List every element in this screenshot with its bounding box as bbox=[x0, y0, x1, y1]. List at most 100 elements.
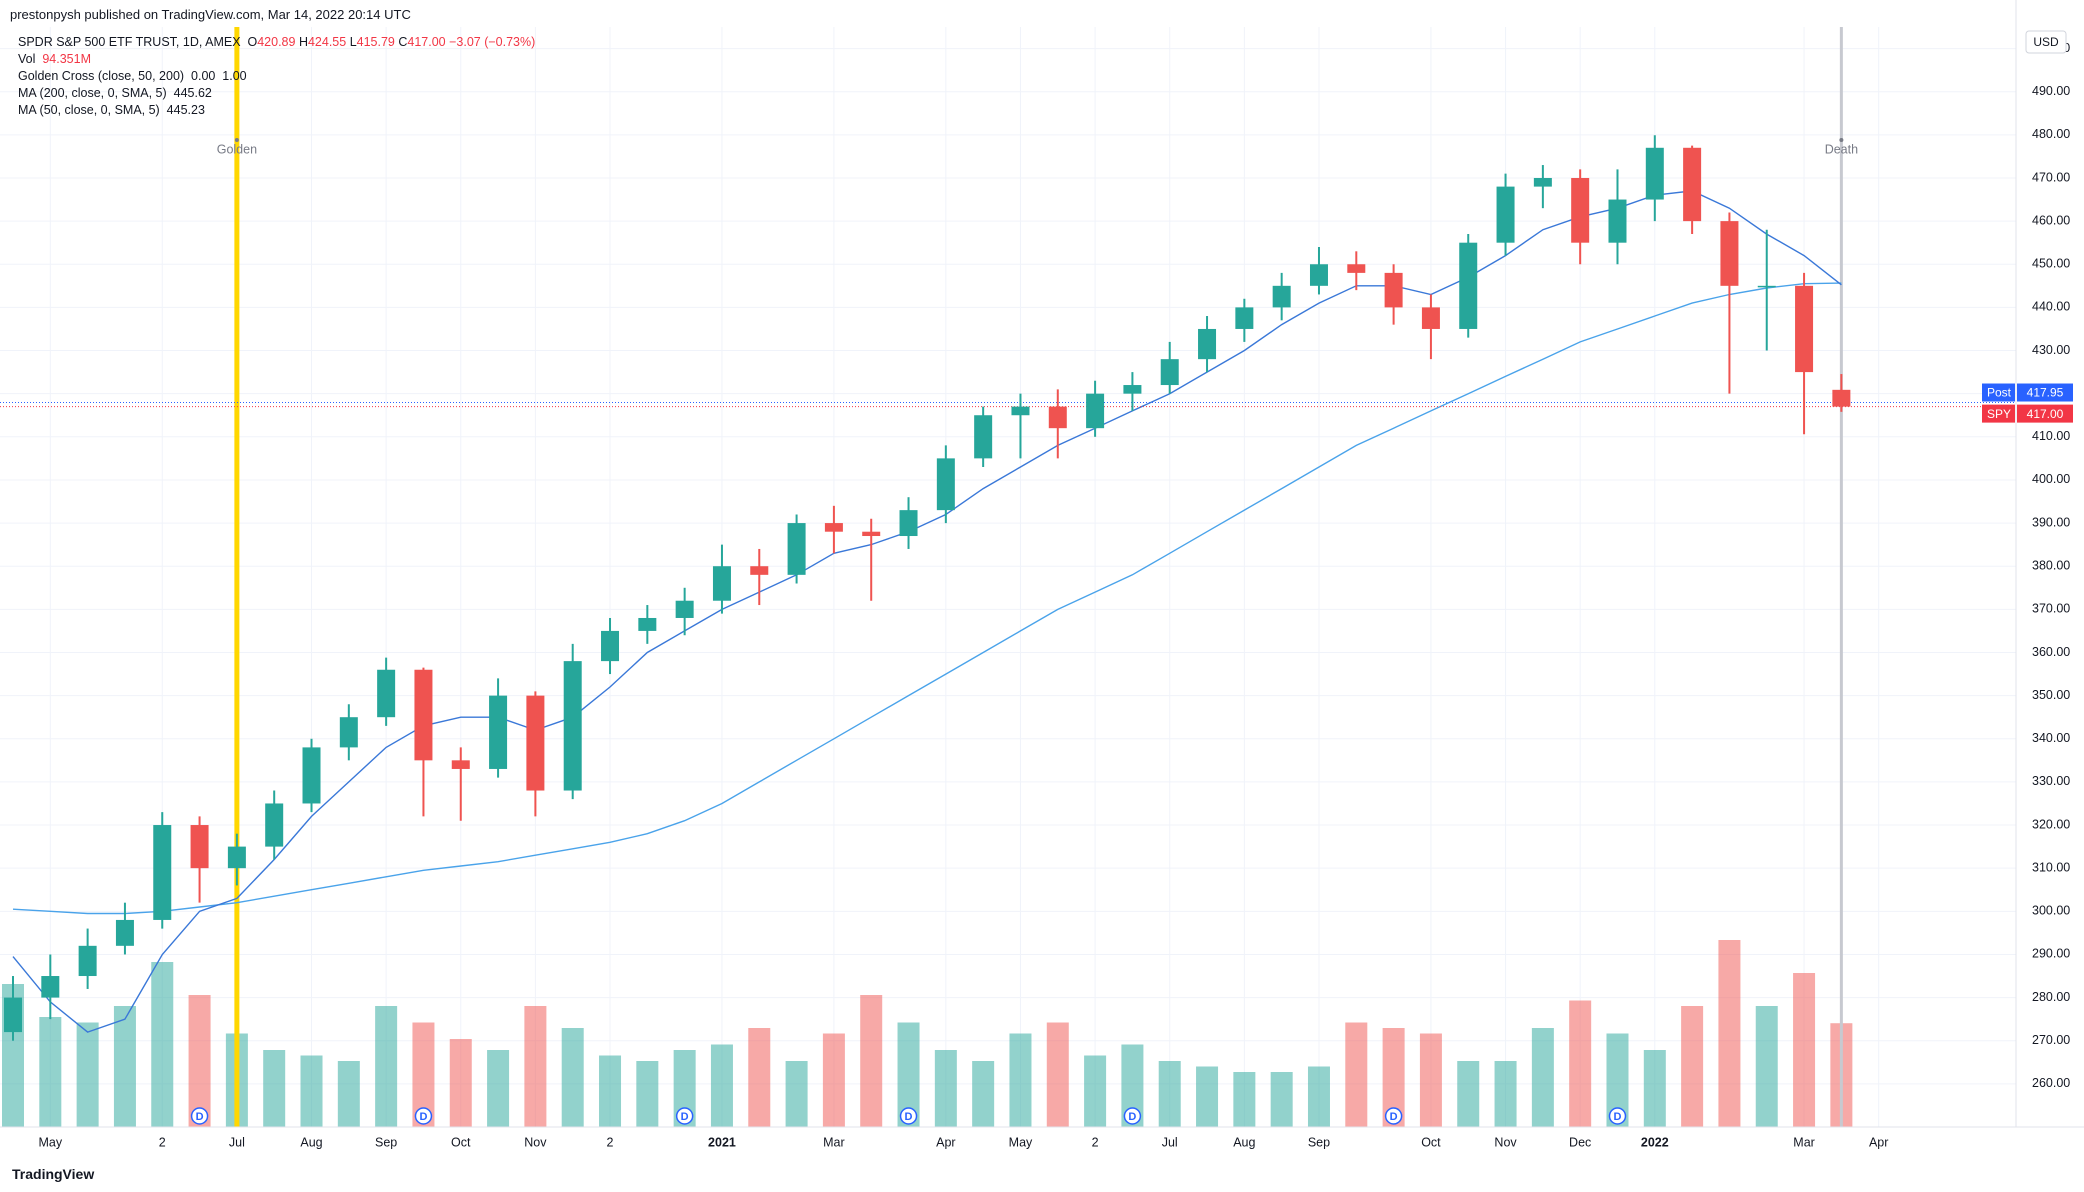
candle-body bbox=[1757, 285, 1776, 288]
y-tick-label: 260.00 bbox=[2032, 1076, 2070, 1090]
ma-name: MA (200, close, 0, SMA, 5) bbox=[18, 86, 167, 100]
volume-bar bbox=[1046, 1022, 1069, 1127]
legend-ma50-row: MA (50, close, 0, SMA, 5) 445.23 bbox=[18, 102, 205, 118]
candle-body bbox=[1048, 406, 1067, 429]
x-tick-label: Sep bbox=[375, 1135, 397, 1149]
volume-bar bbox=[1793, 973, 1816, 1127]
dividend-label: D bbox=[196, 1111, 204, 1123]
candle-body bbox=[78, 945, 97, 977]
volume: 94.351M bbox=[42, 52, 91, 66]
volume-bar bbox=[710, 1044, 733, 1127]
dividend-marker bbox=[414, 1107, 433, 1125]
x-tick-label: Oct bbox=[1421, 1135, 1441, 1149]
volume-bar bbox=[375, 1006, 398, 1127]
brand: TradingView bbox=[12, 1166, 95, 1182]
price-value-box bbox=[2017, 383, 2073, 402]
candle-body bbox=[638, 617, 657, 631]
y-tick-label: 440.00 bbox=[2032, 300, 2070, 314]
candle-body bbox=[153, 825, 172, 920]
candle-body bbox=[227, 846, 246, 869]
ma-line bbox=[12, 190, 1842, 1033]
y-tick-label: 290.00 bbox=[2032, 947, 2070, 961]
volume-bar bbox=[449, 1039, 472, 1127]
candle-body bbox=[1720, 221, 1739, 286]
event-dot bbox=[234, 138, 239, 142]
o: O bbox=[247, 35, 258, 49]
volume-bar bbox=[822, 1033, 845, 1127]
candle-body bbox=[1608, 199, 1627, 243]
open: 420.89 bbox=[257, 35, 296, 49]
volume-bar bbox=[748, 1028, 771, 1127]
price-value: 417.00 bbox=[2027, 407, 2064, 421]
currency-box bbox=[2025, 30, 2067, 54]
volume-bar bbox=[76, 1022, 99, 1127]
volume-bar bbox=[1270, 1072, 1293, 1127]
volume-bar bbox=[673, 1050, 696, 1127]
volume-bar bbox=[1606, 1033, 1629, 1127]
candle-body bbox=[1832, 389, 1851, 407]
x-tick-label: Mar bbox=[823, 1135, 845, 1149]
y-tick-label: 430.00 bbox=[2032, 343, 2070, 357]
y-tick-label: 270.00 bbox=[2032, 1033, 2070, 1047]
candle-body bbox=[1309, 264, 1328, 286]
dividend-label: D bbox=[905, 1111, 913, 1123]
candle-body bbox=[526, 695, 545, 791]
dividend-marker bbox=[899, 1107, 918, 1125]
volume-bar bbox=[412, 1022, 435, 1127]
dividend-label: D bbox=[681, 1111, 689, 1123]
candle-body bbox=[1683, 147, 1702, 222]
y-tick-label: 340.00 bbox=[2032, 731, 2070, 745]
legend-volume-row: Vol 94.351M bbox=[18, 51, 91, 67]
candle-body bbox=[1496, 186, 1515, 243]
y-tick-label: 280.00 bbox=[2032, 990, 2070, 1004]
volume-bar bbox=[1307, 1066, 1330, 1127]
price-name: SPY bbox=[1987, 407, 2011, 421]
candle-body bbox=[1533, 177, 1552, 187]
close: 417.00 bbox=[407, 35, 446, 49]
volume-bar bbox=[599, 1055, 622, 1127]
candle-body bbox=[41, 976, 60, 998]
event-label: Death bbox=[1825, 142, 1858, 156]
publisher: prestonpysh published on TradingView.com… bbox=[10, 7, 411, 22]
volume-bar bbox=[1755, 1006, 1778, 1127]
legend-study-row: Golden Cross (close, 50, 200) 0.00 1.00 bbox=[18, 68, 247, 84]
y-tick-label: 320.00 bbox=[2032, 817, 2070, 831]
study-name: Golden Cross (close, 50, 200) bbox=[18, 69, 185, 83]
candle-body bbox=[1459, 242, 1478, 329]
candle-body bbox=[4, 997, 22, 1033]
y-tick-label: 310.00 bbox=[2032, 860, 2070, 874]
volume-bar bbox=[1382, 1028, 1405, 1127]
legend-ma200-row: MA (200, close, 0, SMA, 5) 445.62 bbox=[18, 85, 212, 101]
candle-body bbox=[489, 695, 508, 769]
event-dot bbox=[1839, 138, 1844, 142]
candle-body bbox=[1011, 406, 1030, 416]
volume-bar bbox=[561, 1028, 584, 1127]
x-tick-label: Aug bbox=[300, 1135, 322, 1149]
y-tick-label: 370.00 bbox=[2032, 602, 2070, 616]
y-tick-label: 400.00 bbox=[2032, 472, 2070, 486]
dividend-label: D bbox=[1614, 1111, 1622, 1123]
y-tick-label: 480.00 bbox=[2032, 127, 2070, 141]
volume-bar bbox=[897, 1022, 920, 1127]
dividend-marker bbox=[1123, 1107, 1142, 1125]
x-tick-label: May bbox=[1009, 1135, 1033, 1149]
candle-body bbox=[451, 760, 470, 769]
candle-body bbox=[862, 531, 881, 537]
dividend-label: D bbox=[1390, 1111, 1398, 1123]
x-tick-label: 2 bbox=[607, 1135, 614, 1149]
candle-body bbox=[974, 415, 993, 459]
price-value-box bbox=[2017, 404, 2073, 423]
candle-body bbox=[115, 919, 134, 946]
c: C bbox=[398, 35, 408, 49]
price-name: Post bbox=[1987, 386, 2012, 400]
change: −3.07 (−0.73%) bbox=[449, 35, 536, 49]
volume-bar bbox=[1196, 1066, 1219, 1127]
x-tick-label: Oct bbox=[451, 1135, 471, 1149]
candle-body bbox=[936, 458, 955, 511]
y-tick-label: 360.00 bbox=[2032, 645, 2070, 659]
price-name-box bbox=[1982, 404, 2015, 423]
candle-body bbox=[1384, 272, 1403, 308]
x-tick-label: 2022 bbox=[1641, 1135, 1669, 1149]
volume-bar bbox=[188, 995, 211, 1127]
